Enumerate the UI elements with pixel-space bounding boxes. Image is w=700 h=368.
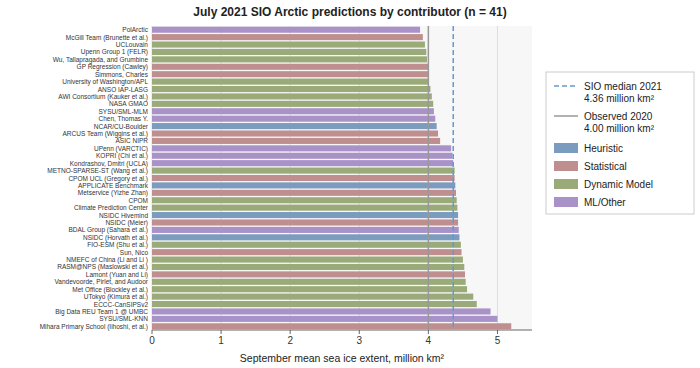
category-label: CPOM [129,197,149,204]
bar [152,168,455,174]
tick-mark [290,330,291,334]
bar [152,108,434,114]
bar [152,123,437,129]
bar [152,316,497,322]
legend-line [554,115,578,117]
bar [152,160,453,166]
category-label: APPLICATE Benchmark [78,182,149,189]
bar [152,212,458,218]
bar [152,323,511,329]
tick-label: 2 [287,335,293,346]
bar [152,249,462,255]
legend-box [546,72,694,214]
plot-area [152,26,532,330]
legend-label: ML/Other [584,197,626,208]
category-label: Climate Prediction Center [74,204,149,211]
bar [152,116,435,122]
category-label: Vandevoorde, Pirlet, and Audoor [55,278,149,285]
bar [152,34,423,40]
bar [152,219,458,225]
legend-label: Statistical [584,161,627,172]
category-label: Simmons, Charles [95,71,149,78]
bar [152,41,425,47]
bar [152,64,428,70]
bar [152,182,455,188]
plot-marks [152,26,511,330]
legend-label: SIO median 2021 [584,81,662,92]
category-label: ECCC-CanSIPSv2 [94,301,149,308]
bar [152,145,451,151]
x-axis-line [152,330,532,331]
legend-swatch [554,143,578,153]
legend-label: 4.00 million km² [584,123,655,134]
x-axis-label: September mean sea ice extent, million k… [240,352,445,364]
category-label: PolArctic [122,26,148,33]
legend-swatch [554,197,578,207]
bar [152,227,459,233]
bar [152,242,461,248]
tick-label: 5 [495,335,501,346]
bar [152,294,473,300]
tick-label: 3 [356,335,362,346]
legend-label: Dynamic Model [584,179,653,190]
bar [152,308,491,314]
legend: SIO median 20214.36 million km² Observed … [546,72,694,214]
category-label: Mihara Primary School (Iihoshi, et al.) [40,323,148,331]
bar [152,286,467,292]
bar [152,101,433,107]
bar [152,190,456,196]
tick-label: 4 [426,335,432,346]
bar [152,264,464,270]
tick-mark [152,330,153,334]
bar [152,205,457,211]
bar [152,49,426,55]
bar [152,175,455,181]
tick-label: 1 [218,335,224,346]
legend-line [554,85,578,87]
bar [152,93,432,99]
bar [152,153,453,159]
category-label: UCLouvain [116,41,149,48]
bar [152,271,465,277]
bar [152,279,466,285]
grid-line [428,26,429,330]
legend-swatch [554,161,578,171]
legend-label: 4.36 million km² [584,93,655,104]
bar [152,257,463,263]
bar [152,56,427,62]
category-label: NSIDC Hivemind [99,212,149,219]
bar [152,79,428,85]
grid-line [497,26,498,330]
category-label: SYSU/SML-KNN [99,315,148,322]
reference-line [428,26,430,330]
tick-label: 0 [149,335,155,346]
bar [152,86,430,92]
category-label: ASIC NIPR [115,137,148,144]
bar [152,27,420,33]
tick-mark [359,330,360,334]
legend-label: Heuristic [584,143,623,154]
chart: July 2021 SIO Arctic predictions by cont… [0,0,700,368]
bar [152,130,438,136]
title: July 2021 SIO Arctic predictions by cont… [193,5,506,19]
category-label: Chen, Thomas Y. [98,115,148,122]
legend-label: Observed 2020 [584,111,653,122]
bar [152,71,428,77]
tick-mark [497,330,498,334]
legend-swatch [554,179,578,189]
reference-line [452,26,454,330]
tick-mark [221,330,222,334]
category-label: SYSU/SML-MLM [99,108,148,115]
tick-mark [428,330,429,334]
bar [152,138,440,144]
category-label: NASA GMAO [109,100,148,107]
bar [152,197,457,203]
category-label: NCAR/CU-Boulder [94,123,149,130]
bar [152,234,459,240]
category-label: Sun, Nico [120,249,149,256]
category-label: ANSO IAP-LASG [98,86,148,93]
